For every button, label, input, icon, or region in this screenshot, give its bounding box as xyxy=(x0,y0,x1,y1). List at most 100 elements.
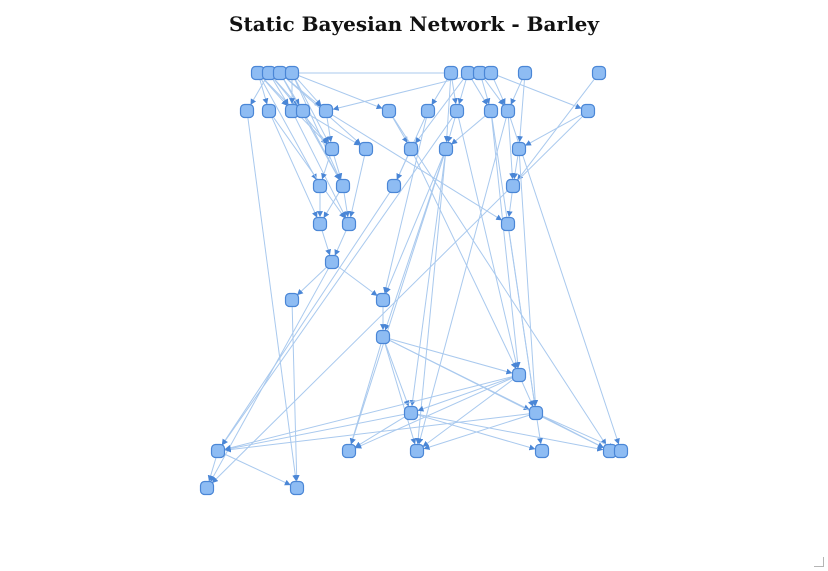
edge-r9a-r10b xyxy=(521,380,534,407)
edge-r8a-r9a xyxy=(389,338,513,375)
edge-r4d-r11a xyxy=(221,191,391,446)
edge-r2f-r3c xyxy=(391,116,408,144)
node-r4a[interactable] xyxy=(312,178,328,194)
edge-r2e-r3a xyxy=(326,117,333,143)
edge-r1b-r2c xyxy=(271,78,289,106)
node-r8a[interactable] xyxy=(375,329,391,345)
edge-r9a-r11c xyxy=(422,378,515,447)
node-r2e[interactable] xyxy=(318,103,334,119)
edge-r2a-r12b xyxy=(247,117,299,482)
edge-r10a-r11a xyxy=(224,413,405,452)
edge-r1b-r2a xyxy=(250,78,267,106)
edge-r2j-r11c xyxy=(417,117,507,445)
edge-r2d-r3b xyxy=(308,113,361,146)
node-r2g[interactable] xyxy=(420,103,436,119)
edge-r1d-r2e xyxy=(295,77,322,106)
edge-r3d-r11b xyxy=(350,155,445,445)
node-r3b[interactable] xyxy=(358,141,374,157)
edge-r11a-r12b xyxy=(223,453,291,486)
edge-r8a-r11b xyxy=(349,343,382,445)
node-r11b[interactable] xyxy=(341,443,357,459)
edge-r1g-r2i xyxy=(481,79,491,105)
node-r10a[interactable] xyxy=(403,405,419,421)
node-r3d[interactable] xyxy=(438,141,454,157)
node-r2i[interactable] xyxy=(483,103,499,119)
edge-r1f-r2h xyxy=(457,79,467,105)
node-r5a[interactable] xyxy=(312,216,328,232)
edge-r1g-r2j xyxy=(483,77,504,106)
edge-r3e-r4c xyxy=(512,155,519,180)
edge-r9a-r10a xyxy=(417,376,514,412)
node-r11d[interactable] xyxy=(534,443,550,459)
edge-r3d-r7b xyxy=(385,154,444,294)
node-r7b[interactable] xyxy=(375,292,391,308)
node-r1d[interactable] xyxy=(284,65,300,81)
edge-r2k-r3e xyxy=(525,113,583,146)
node-r6a[interactable] xyxy=(324,254,340,270)
edge-r9a-r11a xyxy=(224,376,513,451)
edge-r10b-r11e xyxy=(541,415,604,449)
edge-r1d-r2f xyxy=(297,74,383,110)
node-r1f[interactable] xyxy=(460,65,476,81)
node-r2j[interactable] xyxy=(500,103,516,119)
node-r2b[interactable] xyxy=(261,103,277,119)
edge-r3a-r4a xyxy=(321,155,331,180)
edge-r1h-r2k xyxy=(496,74,582,110)
node-r12a[interactable] xyxy=(199,480,215,496)
node-r2a[interactable] xyxy=(239,103,255,119)
node-r11a[interactable] xyxy=(210,443,226,459)
edge-r3a-r4b xyxy=(333,155,343,180)
node-r4c[interactable] xyxy=(505,178,521,194)
edge-r9a-r11b xyxy=(355,377,514,449)
node-r9a[interactable] xyxy=(511,367,527,383)
node-r10b[interactable] xyxy=(528,405,544,421)
node-r11c[interactable] xyxy=(409,443,425,459)
node-r3c[interactable] xyxy=(403,141,419,157)
edge-r3e-r10b xyxy=(518,155,539,407)
edge-r11a-r12a xyxy=(207,457,217,482)
edge-r1f-r2i xyxy=(470,78,488,106)
edge-layer xyxy=(207,70,620,486)
node-r5c[interactable] xyxy=(500,216,516,232)
edge-r1i-r3e xyxy=(517,79,525,143)
node-r2d[interactable] xyxy=(295,103,311,119)
node-r2f[interactable] xyxy=(381,103,397,119)
edge-r1d-r3a xyxy=(294,78,329,143)
node-r3a[interactable] xyxy=(324,141,340,157)
edge-r10b-r11d xyxy=(536,419,543,445)
node-r2h[interactable] xyxy=(449,103,465,119)
edge-r8a-r11c xyxy=(384,343,417,445)
node-r1c[interactable] xyxy=(272,65,288,81)
edge-r2h-r9a xyxy=(457,117,519,369)
edge-r6a-r7b xyxy=(336,265,378,296)
node-r7a[interactable] xyxy=(284,292,300,308)
node-r12b[interactable] xyxy=(289,480,305,496)
node-r4d[interactable] xyxy=(386,178,402,194)
edge-r1a-r4a xyxy=(260,78,317,180)
node-r3e[interactable] xyxy=(511,141,527,157)
node-layer xyxy=(199,65,629,496)
edge-r10b-r11f xyxy=(541,415,615,449)
edge-r2b-r5a xyxy=(271,116,318,218)
node-r5b[interactable] xyxy=(341,216,357,232)
edge-r10b-r11c xyxy=(423,414,530,450)
edge-r3d-r10a xyxy=(409,155,446,407)
resize-handle-icon[interactable] xyxy=(814,557,824,567)
edge-r1e-r2g xyxy=(431,78,449,106)
edge-r2g-r7b xyxy=(383,117,427,294)
edge-r6a-r7a xyxy=(297,266,328,296)
node-r11f[interactable] xyxy=(613,443,629,459)
edge-r2i-r3d xyxy=(451,114,487,145)
edge-r5a-r6a xyxy=(321,230,331,256)
edge-r3c-r4d xyxy=(396,154,409,180)
node-r2k[interactable] xyxy=(580,103,596,119)
node-r1e[interactable] xyxy=(443,65,459,81)
edge-r1j-r4c xyxy=(517,77,596,181)
node-r4b[interactable] xyxy=(335,178,351,194)
node-r1i[interactable] xyxy=(517,65,533,81)
node-r1j[interactable] xyxy=(591,65,607,81)
edge-r2j-r4c xyxy=(507,117,516,180)
node-r1h[interactable] xyxy=(483,65,499,81)
edge-r1a-r2b xyxy=(259,79,269,105)
